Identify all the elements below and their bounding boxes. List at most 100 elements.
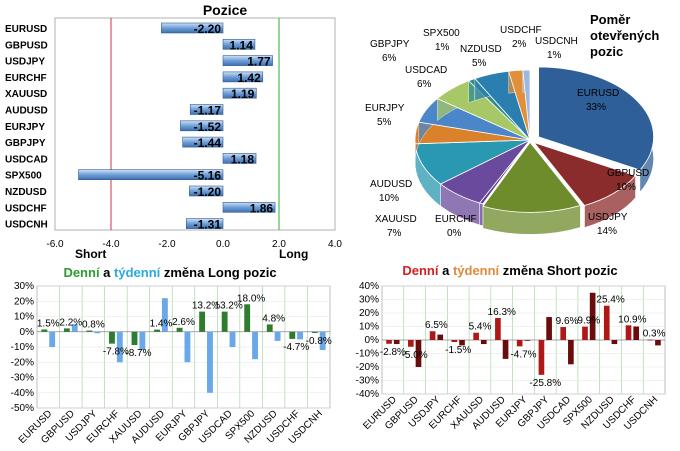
slice-value-label: 10% — [379, 193, 399, 204]
bar-value-label: -1.31 — [194, 218, 222, 232]
weekly-change-bar — [161, 298, 168, 332]
bar-value-label: 1.14 — [230, 38, 254, 52]
value-label: 9.9% — [577, 316, 600, 327]
x-tick-label: -6.0 — [46, 239, 64, 250]
weekly-change-bar — [49, 331, 56, 347]
value-label: 5.4% — [469, 322, 492, 333]
category-label: USDJPY — [5, 57, 45, 68]
daily-change-bar — [451, 340, 458, 343]
pie-slice — [538, 66, 654, 171]
chart-title: Denní a týdenní změna Long pozic — [63, 265, 276, 280]
long-label: Long — [279, 247, 308, 261]
weekly-change-bar — [502, 340, 509, 359]
position-bar — [222, 55, 273, 66]
daily-change-bar — [625, 325, 632, 340]
bar-value-label: -2.20 — [194, 22, 222, 36]
slice-value-label: 6% — [382, 53, 397, 64]
x-tick-label: 4.0 — [328, 239, 342, 250]
bar-value-label: -1.20 — [194, 185, 222, 199]
value-label: 9.6% — [556, 316, 579, 327]
y-tick-label: -40% — [356, 389, 379, 400]
bar-value-label: -1.44 — [194, 136, 222, 150]
long-change-chart: Denní a týdenní změna Long pozic 30%20%1… — [11, 265, 332, 446]
category-label: GBPUSD — [5, 40, 48, 51]
category-label: USDCNH — [5, 220, 48, 231]
weekly-change-bar — [184, 331, 191, 363]
bar-value-label: 1.19 — [231, 87, 255, 101]
weekly-change-bar — [116, 331, 123, 363]
short-label: Short — [75, 247, 106, 261]
slice-name-label: AUDUSD — [370, 179, 412, 190]
weekly-change-bar — [611, 340, 618, 345]
weekly-change-bar — [437, 334, 444, 340]
slice-name-label: USDCHF — [500, 25, 542, 36]
value-label: 10.9% — [618, 314, 646, 325]
value-label: 1.4% — [150, 319, 173, 330]
weekly-change-bar — [252, 331, 258, 360]
value-label: 0.3% — [643, 329, 666, 340]
weekly-change-bar — [546, 317, 552, 340]
x-tick-label: -2.0 — [158, 239, 176, 250]
weekly-change-bar — [415, 340, 422, 367]
x-tick-label: 2.0 — [272, 239, 286, 250]
y-tick-label: 10% — [14, 312, 34, 323]
chart-title: pozic — [590, 44, 623, 59]
y-tick-label: 20% — [359, 308, 379, 319]
daily-change-bar — [221, 311, 228, 332]
y-tick-label: -30% — [356, 376, 379, 387]
value-label: -4.7% — [283, 342, 309, 353]
category-label: EURUSD — [5, 24, 47, 35]
weekly-change-bar — [94, 331, 101, 334]
position-bar — [222, 87, 257, 99]
y-tick-label: 0% — [365, 335, 380, 346]
weekly-change-bar — [589, 292, 596, 340]
slice-value-label: 2% — [512, 39, 527, 50]
position-bar — [182, 136, 224, 148]
slice-name-label: EURUSD — [577, 88, 619, 99]
bar-value-label: 1.18 — [231, 152, 255, 166]
daily-change-bar — [516, 340, 523, 347]
value-label: -5.0% — [402, 350, 428, 361]
position-bar — [222, 71, 264, 83]
slice-value-label: 7% — [387, 228, 402, 239]
position-bar — [189, 104, 224, 115]
weekly-change-bar — [480, 340, 487, 345]
position-bar — [78, 169, 224, 180]
daily-change-bar — [131, 331, 138, 346]
position-bar — [189, 185, 224, 197]
slice-value-label: 6% — [417, 79, 432, 90]
slice-name-label: USDJPY — [588, 212, 628, 223]
positions-chart: Pozice -2.20 1.14 1.77 1.42 1.19 -1.17 -1.52 -1… — [5, 2, 342, 261]
y-tick-label: -40% — [11, 388, 34, 399]
weekly-change-bar — [71, 324, 78, 332]
y-tick-label: 20% — [14, 296, 34, 307]
category-label: EURJPY — [5, 122, 45, 133]
daily-change-bar — [647, 339, 654, 341]
position-bar — [161, 22, 224, 34]
daily-change-bar — [429, 331, 436, 340]
y-tick-label: -20% — [11, 357, 34, 368]
daily-change-bar — [41, 329, 48, 332]
slice-name-label: EURJPY — [365, 103, 405, 114]
daily-change-bar — [266, 324, 273, 332]
value-label: 2.2% — [59, 317, 82, 328]
category-label: GBPJPY — [5, 138, 46, 149]
weekly-change-bar — [207, 331, 213, 393]
y-tick-label: 30% — [359, 295, 379, 306]
value-label: 25.4% — [596, 295, 624, 306]
bar-value-label: 1.42 — [237, 71, 261, 85]
daily-change-bar — [154, 329, 160, 332]
value-label: -4.7% — [510, 349, 536, 360]
value-label: -8.7% — [125, 348, 151, 359]
y-tick-label: -10% — [356, 349, 379, 360]
daily-change-bar — [176, 327, 183, 332]
daily-change-bar — [244, 304, 251, 332]
weekly-change-bar — [459, 340, 465, 346]
short-change-chart: Denní a týdenní změna Short pozic 40% 30%… — [356, 263, 666, 432]
category-label: XAUUSD — [5, 89, 47, 100]
bar-value-label: 1.77 — [247, 55, 271, 69]
weekly-change-bar — [229, 331, 236, 347]
slice-name-label: USDCAD — [405, 65, 447, 76]
y-tick-label: -20% — [356, 362, 379, 373]
